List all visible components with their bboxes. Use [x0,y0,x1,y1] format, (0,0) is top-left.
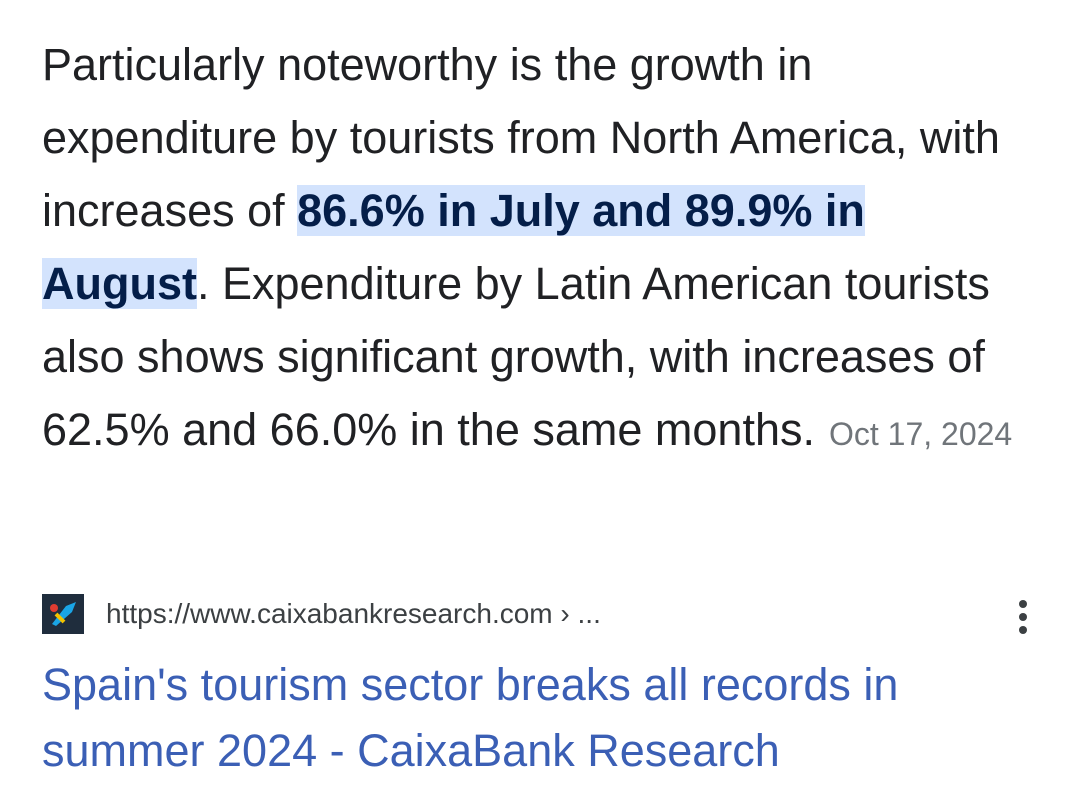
result-title[interactable]: Spain's tourism sector breaks all record… [42,659,899,776]
source-row: https://www.caixabankresearch.com › ... [42,592,1042,636]
snippet-date: Oct 17, 2024 [828,416,1013,452]
snippet-text: . Expenditure by Latin American tourists… [42,258,990,455]
source-url[interactable]: https://www.caixabankresearch.com › ... [106,598,601,629]
snippet-text: Particularly noteworthy is the growth in… [42,39,1000,236]
site-favicon[interactable] [42,594,84,634]
more-options[interactable] [1017,600,1029,639]
featured-snippet: Particularly noteworthy is the growth in… [42,28,1042,471]
